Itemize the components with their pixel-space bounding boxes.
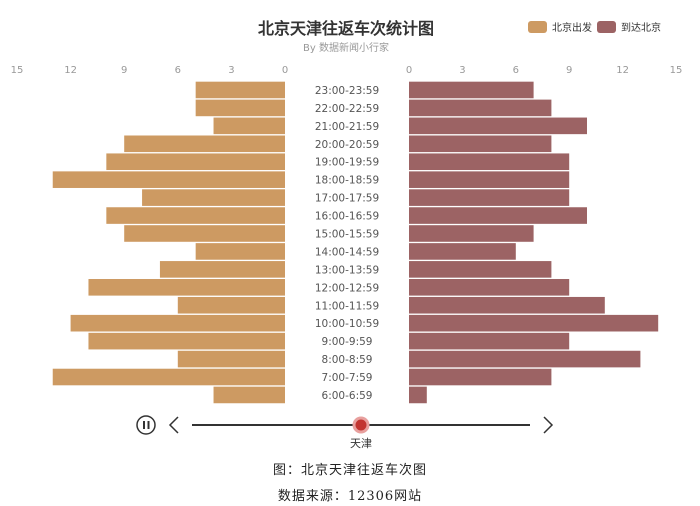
butterfly-chart: 北京天津往返车次统计图 By 数据新闻小行家 北京出发 到达北京 15 12 9 6 3 0…: [11, 19, 683, 450]
pause-icon: [143, 421, 145, 429]
bars-beijing-departure: [52, 81, 285, 404]
bar-arrival: [409, 296, 605, 314]
left-tick-label: 15: [11, 65, 24, 76]
bar-arrival: [409, 207, 587, 224]
bar-departure: [213, 386, 285, 404]
bar-departure: [195, 81, 285, 99]
bar-departure: [124, 225, 285, 242]
bar-arrival: [409, 99, 552, 117]
timeline: 天津: [136, 415, 554, 450]
right-tick-label: 3: [459, 65, 465, 76]
bar-arrival: [409, 225, 534, 242]
category-label: 18:00-18:59: [315, 175, 379, 187]
legend-label: 到达北京: [621, 21, 661, 34]
timeline-handle[interactable]: [352, 416, 370, 434]
right-axis-ticks: 0 3 6 9 12 15: [406, 65, 683, 76]
bar-arrival: [409, 243, 516, 260]
bar-departure: [195, 243, 285, 260]
legend-swatch: [597, 21, 616, 33]
right-tick-label: 15: [670, 65, 683, 76]
bar-departure: [177, 350, 285, 368]
figure-caption: 图：北京天津往返车次图: [272, 463, 427, 478]
bar-arrival: [409, 171, 570, 188]
category-label: 8:00-8:59: [322, 354, 373, 366]
right-tick-label: 12: [616, 65, 629, 76]
category-label: 10:00-10:59: [315, 318, 379, 330]
left-tick-label: 3: [228, 65, 234, 76]
timeline-current-label: 天津: [350, 437, 372, 450]
category-label: 7:00-7:59: [322, 372, 373, 384]
bar-arrival: [409, 279, 570, 296]
right-tick-label: 6: [513, 65, 519, 76]
right-tick-label: 9: [566, 65, 572, 76]
chart-title: 北京天津往返车次统计图: [258, 19, 434, 38]
right-tick-label: 0: [406, 65, 412, 76]
category-label: 6:00-6:59: [322, 390, 373, 402]
legend-item[interactable]: 到达北京: [597, 21, 661, 34]
category-label: 16:00-16:59: [315, 211, 379, 223]
bar-arrival: [409, 117, 587, 135]
bar-departure: [213, 117, 285, 135]
source-caption: 数据来源：12306网站: [277, 489, 423, 504]
category-label: 13:00-13:59: [315, 264, 379, 276]
bars-beijing-arrival: [409, 81, 659, 404]
bar-arrival: [409, 350, 641, 368]
bar-arrival: [409, 153, 570, 171]
bar-departure: [177, 296, 285, 314]
pause-button[interactable]: [136, 415, 156, 435]
bar-departure: [88, 279, 285, 296]
category-label: 9:00-9:59: [322, 336, 373, 348]
bar-departure: [106, 207, 285, 224]
left-tick-label: 0: [282, 65, 288, 76]
legend: 北京出发 到达北京: [528, 21, 661, 34]
bar-departure: [70, 314, 285, 332]
category-label: 22:00-22:59: [315, 103, 379, 115]
bar-arrival: [409, 332, 570, 350]
bar-departure: [106, 153, 285, 171]
bar-arrival: [409, 81, 534, 99]
category-labels: 23:00-23:59 22:00-22:59 21:00-21:59 20:00-2…: [315, 85, 379, 402]
bar-arrival: [409, 189, 570, 206]
category-label: 19:00-19:59: [315, 157, 379, 169]
chart-subtitle: By 数据新闻小行家: [303, 41, 389, 54]
bar-arrival: [409, 314, 659, 332]
bar-departure: [195, 99, 285, 117]
bar-arrival: [409, 386, 427, 404]
category-label: 17:00-17:59: [315, 193, 379, 205]
category-label: 14:00-14:59: [315, 246, 379, 258]
category-label: 11:00-11:59: [315, 300, 379, 312]
category-label: 12:00-12:59: [315, 282, 379, 294]
left-tick-label: 12: [64, 65, 77, 76]
category-label: 15:00-15:59: [315, 228, 379, 240]
bar-departure: [159, 261, 285, 278]
left-axis-ticks: 15 12 9 6 3 0: [11, 65, 289, 76]
bar-departure: [52, 368, 285, 386]
bar-departure: [124, 135, 285, 153]
bar-arrival: [409, 368, 552, 386]
bar-departure: [142, 189, 285, 206]
category-label: 23:00-23:59: [315, 85, 379, 97]
bar-arrival: [409, 135, 552, 153]
legend-label: 北京出发: [552, 21, 592, 34]
bar-arrival: [409, 261, 552, 278]
category-label: 21:00-21:59: [315, 121, 379, 133]
pause-icon-bar: [147, 421, 150, 429]
category-label: 20:00-20:59: [315, 139, 379, 151]
left-tick-label: 9: [121, 65, 127, 76]
next-chevron-icon[interactable]: [543, 416, 554, 434]
legend-swatch: [528, 21, 547, 33]
left-tick-label: 6: [175, 65, 181, 76]
prev-chevron-icon[interactable]: [168, 416, 179, 434]
legend-item[interactable]: 北京出发: [528, 21, 592, 34]
bar-departure: [52, 171, 285, 188]
bar-departure: [88, 332, 285, 350]
